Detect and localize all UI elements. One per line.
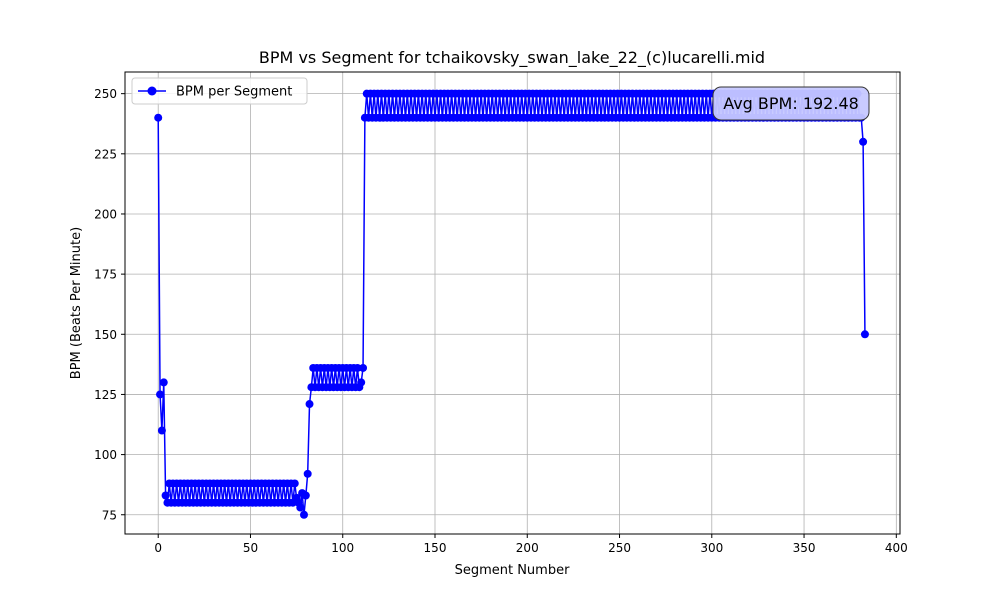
y-tick-label: 150 [94, 328, 117, 342]
x-tick-label: 200 [516, 541, 539, 555]
data-point [301, 491, 310, 500]
data-point [157, 426, 166, 435]
y-tick-label: 250 [94, 87, 117, 101]
legend-label: BPM per Segment [176, 85, 292, 100]
series-bpm-per-segment [154, 89, 869, 519]
y-axis-ticks: 75 100 125 150 175 200 225 250 [94, 87, 125, 522]
plot-area [125, 72, 900, 534]
x-tick-label: 150 [424, 541, 447, 555]
y-tick-label: 100 [94, 448, 117, 462]
data-point [296, 503, 305, 512]
grid [125, 72, 900, 534]
x-tick-label: 100 [331, 541, 354, 555]
annotation-text: Avg BPM: 192.48 [723, 94, 859, 113]
legend-box [131, 77, 308, 105]
x-tick-label: 0 [154, 541, 162, 555]
data-point [156, 390, 165, 399]
x-tick-label: 300 [700, 541, 723, 555]
y-tick-label: 175 [94, 268, 117, 282]
y-tick-label: 225 [94, 147, 117, 161]
data-point [860, 330, 869, 339]
data-point [290, 479, 299, 488]
data-point [159, 378, 168, 387]
data-point [859, 137, 868, 146]
x-tick-label: 400 [885, 541, 908, 555]
data-point [305, 400, 314, 409]
data-point [359, 363, 368, 372]
x-axis-label: Segment Number [455, 563, 571, 578]
legend-marker-swatch [147, 86, 157, 96]
x-tick-label: 250 [608, 541, 631, 555]
average-annotation: Avg BPM: 192.48 [712, 86, 870, 121]
legend: BPM per Segment [131, 77, 308, 105]
data-point [299, 510, 308, 519]
y-tick-label: 200 [94, 207, 117, 221]
data-point [161, 491, 170, 500]
chart-title: BPM vs Segment for tchaikovsky_swan_lake… [259, 48, 765, 68]
data-point [154, 113, 163, 122]
x-tick-label: 350 [793, 541, 816, 555]
data-point [357, 378, 366, 387]
x-tick-label: 50 [243, 541, 258, 555]
annotation-box [712, 86, 870, 121]
x-axis-ticks: 0 50 100 150 200 250 300 350 400 [154, 534, 908, 555]
data-point [303, 469, 312, 478]
y-tick-label: 75 [102, 508, 117, 522]
y-axis-label: BPM (Beats Per Minute) [69, 227, 84, 379]
plot-frame [124, 71, 901, 535]
y-tick-label: 125 [94, 388, 117, 402]
data-point [353, 363, 362, 372]
